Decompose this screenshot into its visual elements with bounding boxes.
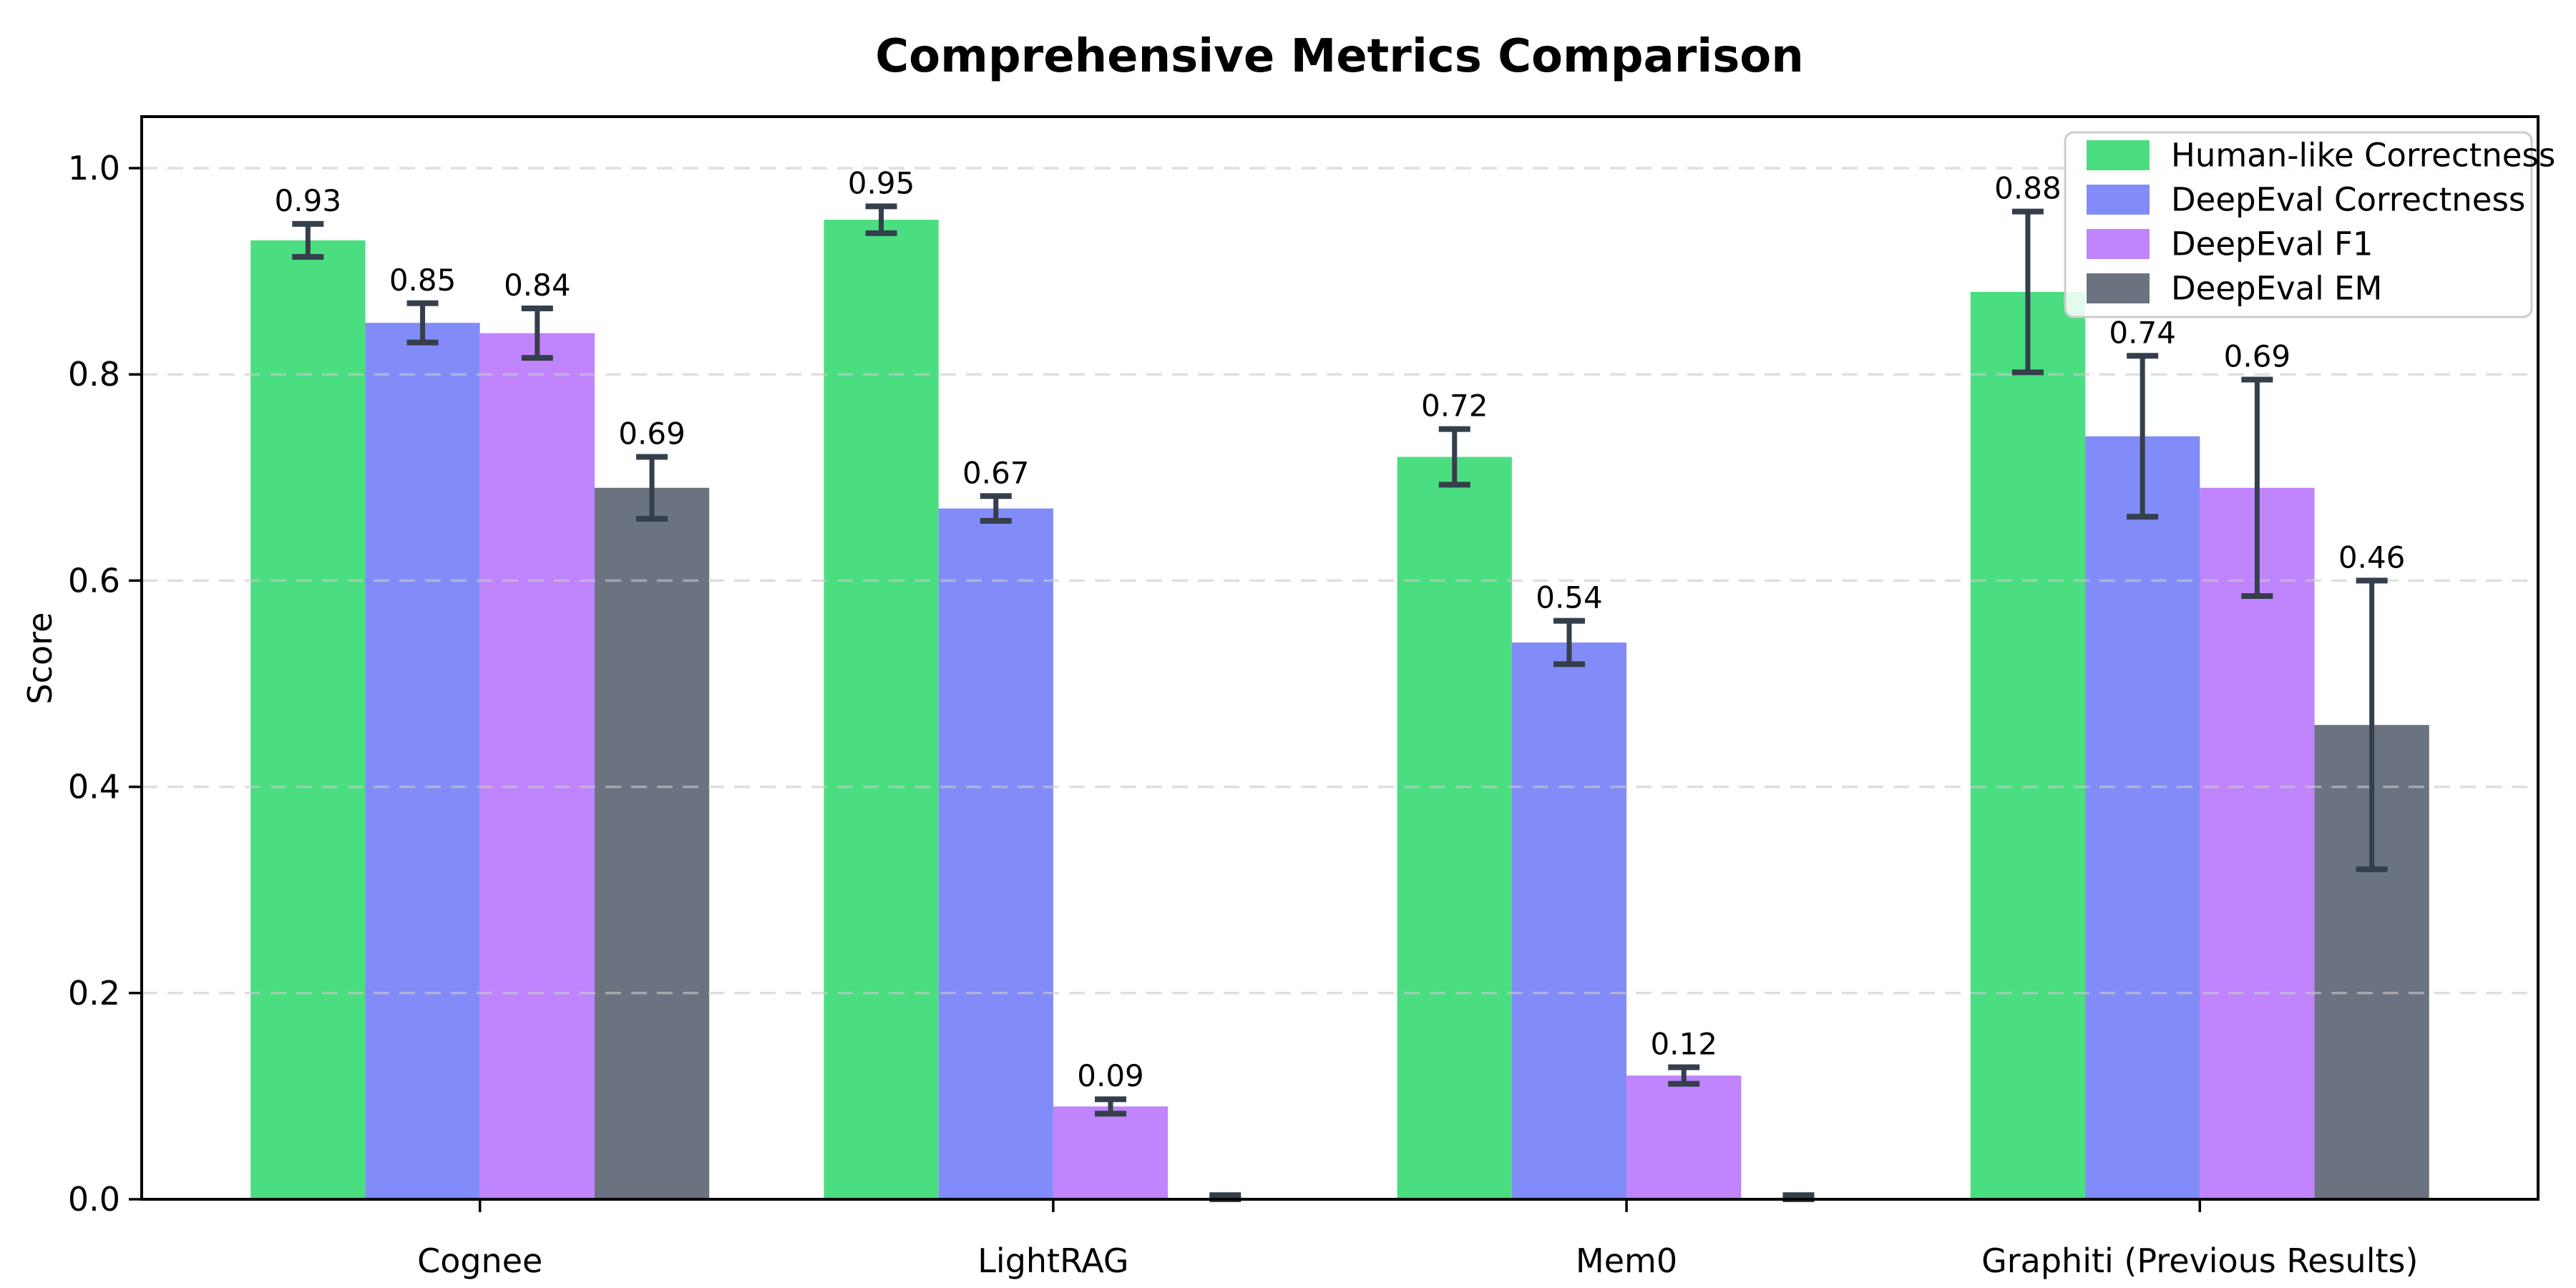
- bar-value-label: 0.67: [962, 455, 1030, 490]
- legend-box: [2064, 131, 2533, 318]
- y-tick-label: 1.0: [68, 149, 120, 187]
- bar-value-label: 0.93: [275, 183, 342, 218]
- bar-value-label: 0.72: [1421, 389, 1488, 424]
- bar-value-label: 0.95: [848, 165, 915, 200]
- legend: Human-like Correctness DeepEval Correctne…: [2064, 131, 2555, 318]
- bar-value-label: 0.74: [2109, 315, 2176, 350]
- y-tick-label: 0.8: [68, 355, 120, 394]
- y-tick-label: 0.0: [68, 1180, 120, 1219]
- bar: [250, 240, 366, 1199]
- plot-border: [140, 115, 2540, 1201]
- bar-value-label: 0.46: [2338, 540, 2406, 575]
- chart-title: Comprehensive Metrics Comparison: [875, 30, 1804, 83]
- bar: [824, 220, 939, 1200]
- bars-layer: [250, 220, 2429, 1200]
- bar-value-label: 0.12: [1650, 1027, 1717, 1062]
- bar: [594, 487, 710, 1199]
- bar-value-label: 0.54: [1536, 580, 1603, 615]
- legend-label: DeepEval EM: [2171, 270, 2382, 308]
- legend-swatch: [2087, 229, 2150, 259]
- bar-value-labels-layer: 0.93 0.95 0.72 0.88 0.85 0.67 0.54 0.74 0.84 0.09…: [275, 165, 2406, 1093]
- y-tick-label: 0.6: [68, 561, 120, 600]
- x-tick-label: Graphiti (Previous Results): [1981, 1241, 2418, 1280]
- x-tick-label: LightRAG: [977, 1241, 1128, 1280]
- bar: [479, 333, 595, 1200]
- legend-label: DeepEval F1: [2171, 225, 2373, 263]
- x-tick-label: Mem0: [1576, 1241, 1677, 1280]
- legend-swatch: [2087, 185, 2150, 215]
- bar: [365, 323, 480, 1200]
- bar: [1053, 1106, 1169, 1199]
- bar-value-label: 0.69: [618, 416, 686, 452]
- legend-label: Human-like Correctness: [2171, 137, 2555, 175]
- y-tick-label: 0.4: [68, 768, 120, 806]
- bar: [1397, 457, 1512, 1199]
- bar-value-label: 0.09: [1077, 1058, 1144, 1093]
- bar-value-label: 0.88: [1994, 171, 2062, 206]
- bar: [1626, 1075, 1742, 1199]
- y-tick-label: 0.2: [68, 974, 120, 1013]
- x-tick-label: Cognee: [417, 1241, 542, 1280]
- legend-label: DeepEval Correctness: [2171, 181, 2525, 219]
- bar: [938, 508, 1053, 1199]
- error-bars-layer: [292, 203, 2388, 1202]
- bar: [2085, 436, 2200, 1199]
- axes-layer: 0.0 0.2 0.4 0.6 0.8 1.0 Cognee LightRAG Mem0 Grap…: [68, 115, 2540, 1280]
- y-axis-label: Score: [21, 613, 59, 705]
- legend-swatch: [2087, 140, 2150, 170]
- bar-value-label: 0.84: [504, 268, 571, 303]
- legend-swatch: [2087, 273, 2150, 303]
- bar: [1970, 291, 2086, 1199]
- bar: [1511, 642, 1627, 1199]
- bar-value-label: 0.85: [389, 263, 457, 298]
- bar: [2200, 487, 2315, 1199]
- bar-value-label: 0.69: [2224, 338, 2291, 374]
